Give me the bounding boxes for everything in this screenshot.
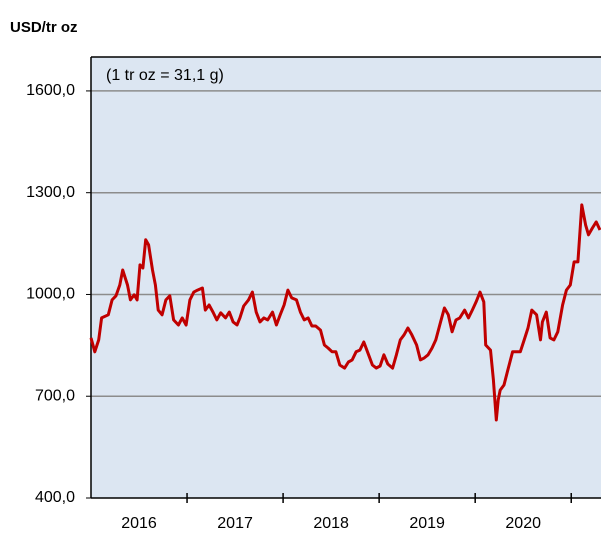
x-tick-label: 2016 — [121, 515, 157, 532]
y-tick-label: 1600,0 — [26, 82, 75, 99]
annotation: (1 tr oz = 31,1 g) — [106, 67, 224, 84]
x-tick-label: 2019 — [409, 515, 445, 532]
y-tick-label: 400,0 — [35, 489, 75, 506]
plot-area — [91, 57, 601, 498]
x-tick-label: 2020 — [505, 515, 541, 532]
line-series — [89, 203, 601, 422]
x-tick-label: 2018 — [313, 515, 349, 532]
y-tick-label: 1300,0 — [26, 184, 75, 201]
y-tick-label: 1000,0 — [26, 286, 75, 303]
chart-title: USD/tr oz — [10, 19, 78, 36]
y-tick-label: 700,0 — [35, 387, 75, 404]
x-tick-label: 2017 — [217, 515, 253, 532]
